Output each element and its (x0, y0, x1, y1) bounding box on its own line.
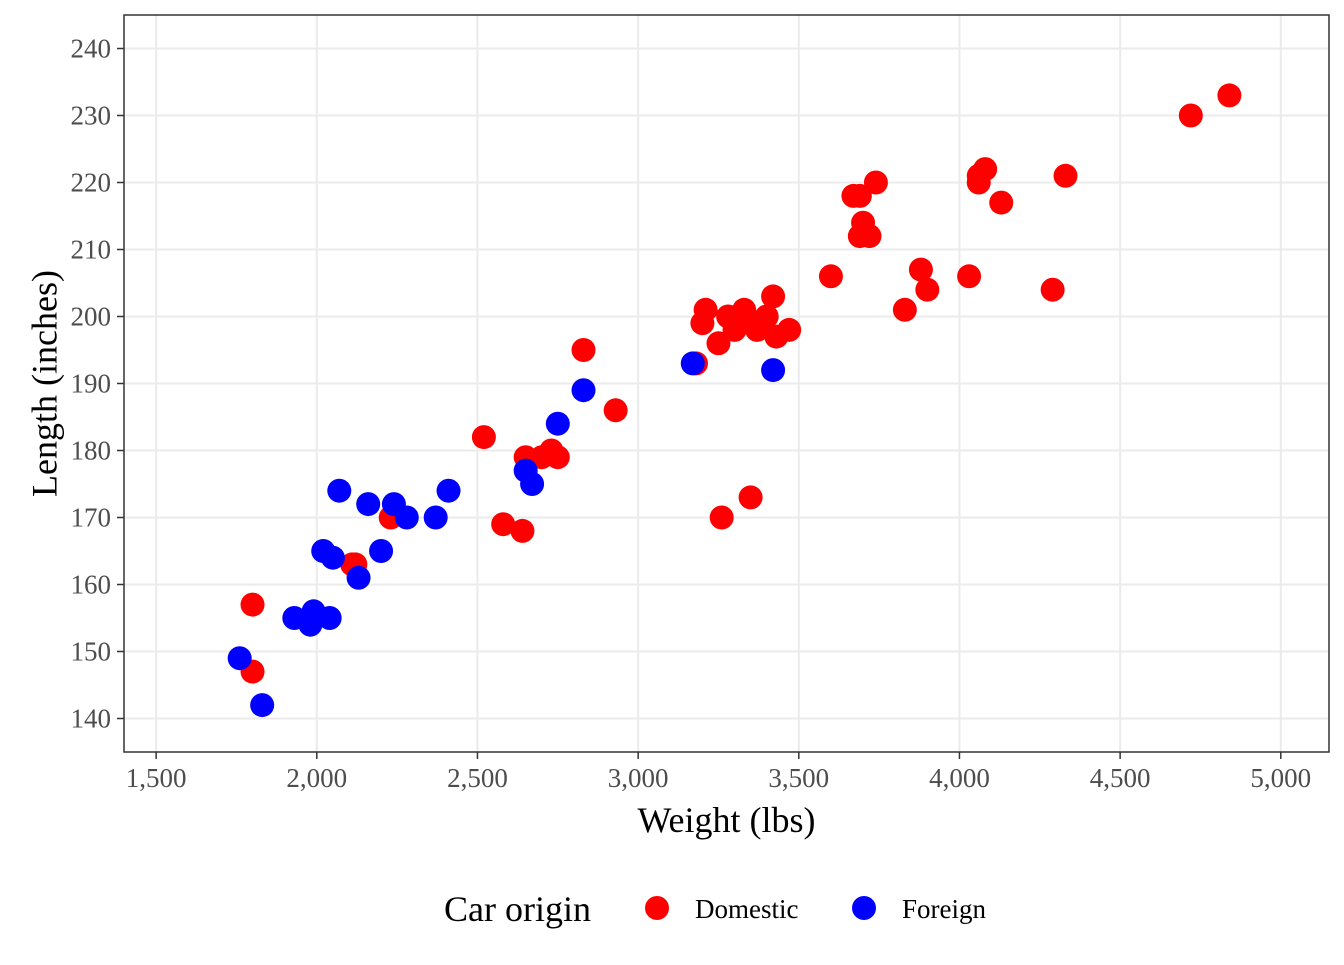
legend-key-foreign (852, 896, 876, 920)
x-tick-label: 2,500 (447, 763, 508, 793)
domestic-point (973, 157, 998, 182)
ticks-layer: 1,500 2,000 2,500 3,000 3,500 4,000 4,500 5,000… (71, 34, 1312, 794)
legend-label-foreign: Foreign (902, 894, 986, 924)
domestic-point (892, 297, 917, 322)
foreign-point (545, 411, 570, 436)
domestic-point (1053, 163, 1078, 188)
domestic-point (738, 485, 763, 510)
domestic-point (1040, 277, 1065, 302)
domestic-point (706, 331, 731, 356)
foreign-point (320, 545, 345, 570)
y-tick-label: 180 (71, 436, 112, 466)
domestic-point (777, 317, 802, 342)
foreign-point (227, 646, 252, 671)
foreign-point (680, 351, 705, 376)
foreign-point (394, 505, 419, 530)
x-tick-label: 2,000 (286, 763, 347, 793)
x-tick-label: 3,000 (608, 763, 669, 793)
x-tick-label: 3,500 (768, 763, 829, 793)
x-tick-label: 1,500 (126, 763, 187, 793)
y-tick-label: 150 (71, 637, 112, 667)
domestic-point (863, 170, 888, 195)
domestic-point (989, 190, 1014, 215)
domestic-point (471, 425, 496, 450)
x-tick-label: 5,000 (1250, 763, 1311, 793)
domestic-point (847, 183, 872, 208)
domestic-point (709, 505, 734, 530)
y-tick-label: 140 (71, 704, 112, 734)
foreign-point (346, 565, 371, 590)
domestic-point (857, 224, 882, 249)
y-tick-label: 210 (71, 235, 112, 265)
legend-label-domestic: Domestic (695, 894, 798, 924)
foreign-point (571, 378, 596, 403)
y-tick-label: 190 (71, 369, 112, 399)
domestic-point (510, 518, 535, 543)
foreign-point (369, 539, 394, 563)
y-tick-label: 170 (71, 503, 112, 533)
domestic-point (915, 277, 940, 302)
points-layer (227, 83, 1242, 718)
y-axis-title: Length (inches) (25, 270, 65, 497)
y-tick-label: 240 (71, 34, 112, 64)
domestic-point (1178, 103, 1203, 128)
domestic-point (491, 512, 516, 537)
domestic-point (1217, 83, 1242, 108)
x-tick-label: 4,500 (1090, 763, 1151, 793)
x-axis-title: Weight (lbs) (637, 800, 815, 840)
domestic-point (603, 398, 628, 423)
foreign-point (761, 358, 786, 383)
domestic-point (761, 284, 786, 309)
foreign-point (250, 693, 275, 718)
grid-layer (124, 15, 1329, 752)
x-tick-label: 4,000 (929, 763, 990, 793)
domestic-point (240, 592, 265, 617)
domestic-point (957, 264, 982, 289)
legend-entry-domestic: Domestic (645, 894, 798, 924)
y-tick-label: 230 (71, 101, 112, 131)
foreign-point (520, 472, 545, 496)
legend: Car origin Domestic Foreign (444, 889, 986, 929)
domestic-point (908, 257, 933, 282)
domestic-point (545, 445, 570, 470)
y-tick-label: 160 (71, 570, 112, 600)
y-tick-label: 200 (71, 302, 112, 332)
domestic-point (693, 297, 718, 322)
legend-title: Car origin (444, 889, 591, 929)
domestic-point (571, 338, 596, 362)
foreign-point (356, 492, 381, 517)
domestic-point (818, 264, 843, 289)
domestic-point (722, 317, 747, 342)
domestic-point (754, 304, 779, 329)
foreign-point (317, 606, 342, 630)
legend-key-domestic (645, 896, 669, 920)
y-tick-label: 220 (71, 168, 112, 198)
foreign-point (327, 478, 352, 503)
legend-entry-foreign: Foreign (852, 894, 986, 924)
foreign-point (436, 478, 461, 503)
legend-entries: Domestic Foreign (645, 894, 986, 924)
foreign-point (423, 505, 448, 530)
